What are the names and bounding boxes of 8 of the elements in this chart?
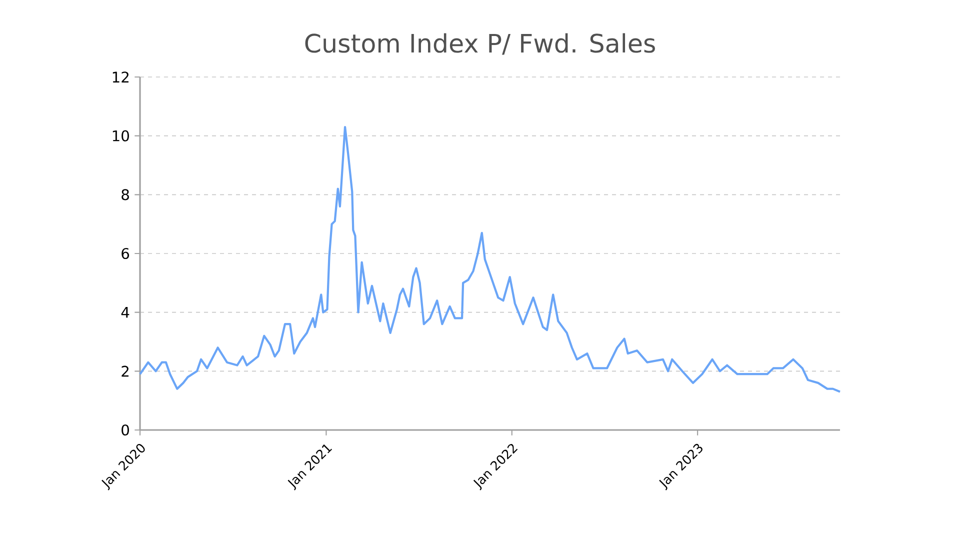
y-tick-label: 0 bbox=[122, 424, 129, 436]
y-tick-label: 8 bbox=[122, 189, 129, 200]
y-tick-label: 10 bbox=[112, 130, 129, 142]
y-tick-label: 12 bbox=[112, 72, 128, 82]
y-tick-label: 6 bbox=[122, 248, 130, 260]
y-tick-label: 2 bbox=[122, 366, 128, 377]
chart-title: Custom Index P/ Fwd. Sales bbox=[305, 33, 655, 55]
y-tick-label: 4 bbox=[121, 306, 130, 318]
